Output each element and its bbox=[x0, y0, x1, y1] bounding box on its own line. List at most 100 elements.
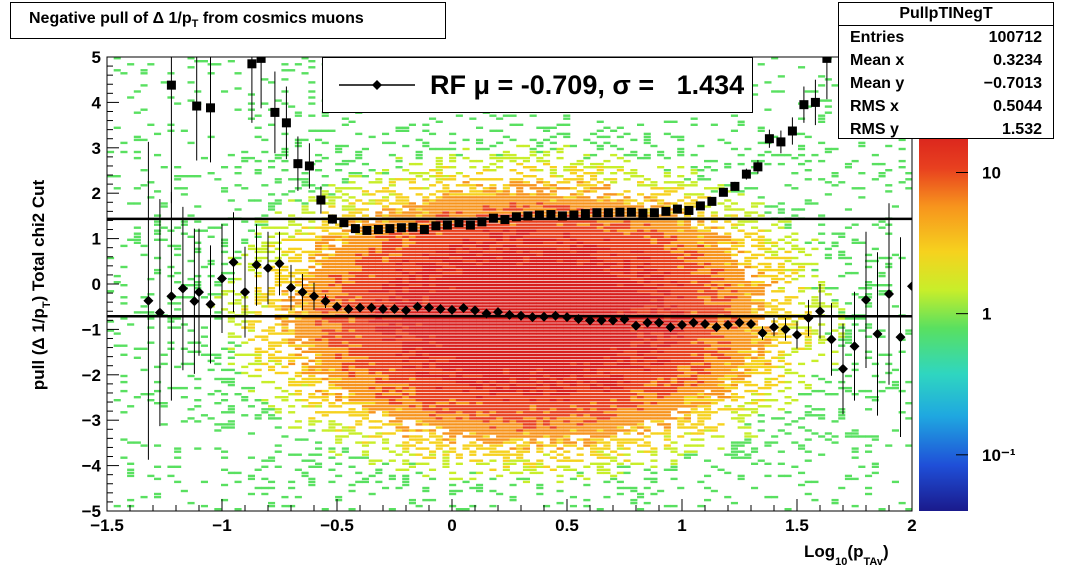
heatmap-cell bbox=[281, 277, 289, 281]
heatmap-cell bbox=[301, 350, 309, 353]
heatmap-cell bbox=[596, 271, 604, 275]
heatmap-cell bbox=[415, 447, 423, 450]
heatmap-cell bbox=[429, 184, 437, 187]
heatmap-cell bbox=[583, 396, 591, 399]
heatmap-cell bbox=[308, 96, 316, 99]
heatmap-cell bbox=[563, 232, 571, 235]
heatmap-cell bbox=[509, 114, 517, 117]
heatmap-cell bbox=[395, 178, 403, 181]
heatmap-cell bbox=[489, 187, 497, 190]
heatmap-cell bbox=[234, 371, 242, 375]
heatmap-cell bbox=[442, 380, 450, 384]
heatmap-cell bbox=[395, 468, 403, 471]
heatmap-cell bbox=[590, 175, 598, 178]
heatmap-cell bbox=[435, 441, 443, 444]
heatmap-cell bbox=[549, 368, 557, 372]
heatmap-cell bbox=[294, 293, 302, 296]
heatmap-cell bbox=[415, 341, 423, 344]
heatmap-cell bbox=[569, 220, 577, 223]
heatmap-cell bbox=[214, 429, 222, 432]
heatmap-cell bbox=[435, 317, 443, 320]
heatmap-cell bbox=[509, 459, 517, 462]
heatmap-cell bbox=[482, 199, 490, 202]
heatmap-cell bbox=[522, 405, 530, 408]
heatmap-cell bbox=[455, 396, 463, 399]
heatmap-cell bbox=[482, 365, 490, 369]
heatmap-cell bbox=[435, 447, 443, 450]
heatmap-cell bbox=[402, 477, 410, 481]
heatmap-cell bbox=[563, 335, 571, 338]
heatmap-cell bbox=[341, 426, 349, 429]
heatmap-cell bbox=[214, 402, 222, 405]
heatmap-cell bbox=[583, 287, 591, 290]
heatmap-cell bbox=[341, 205, 349, 208]
heatmap-cell bbox=[556, 265, 564, 269]
heatmap-cell bbox=[476, 396, 484, 399]
heatmap-cell bbox=[583, 329, 591, 332]
heatmap-cell bbox=[348, 250, 356, 254]
heatmap-cell bbox=[576, 426, 584, 429]
heatmap-cell bbox=[301, 308, 309, 311]
heatmap-cell bbox=[355, 175, 363, 178]
heatmap-cell bbox=[442, 350, 450, 353]
heatmap-cell bbox=[469, 317, 477, 320]
heatmap-cell bbox=[321, 335, 329, 338]
heatmap-cell bbox=[355, 377, 363, 381]
heatmap-cell bbox=[502, 268, 510, 272]
heatmap-cell bbox=[516, 302, 524, 305]
heatmap-cell bbox=[113, 344, 121, 347]
heatmap-cell bbox=[556, 353, 564, 356]
heatmap-cell bbox=[549, 296, 557, 299]
heatmap-cell bbox=[281, 63, 289, 66]
heatmap-cell bbox=[435, 229, 443, 232]
heatmap-cell bbox=[140, 169, 148, 172]
heatmap-cell bbox=[268, 123, 276, 126]
heatmap-cell bbox=[415, 347, 423, 350]
heatmap-cell bbox=[543, 365, 551, 369]
heatmap-cell bbox=[315, 353, 323, 356]
heatmap-cell bbox=[549, 196, 557, 199]
heatmap-cell bbox=[549, 305, 557, 308]
heatmap-cell bbox=[522, 144, 530, 148]
heatmap-cell bbox=[516, 396, 524, 399]
heatmap-cell bbox=[462, 262, 470, 266]
heatmap-cell bbox=[469, 326, 477, 329]
heatmap-cell bbox=[382, 359, 390, 363]
heatmap-cell bbox=[274, 332, 282, 335]
heatmap-cell bbox=[194, 377, 202, 381]
heatmap-cell bbox=[603, 302, 611, 305]
heatmap-cell bbox=[375, 320, 383, 323]
heatmap-cell bbox=[576, 311, 584, 314]
heatmap-cell bbox=[308, 377, 316, 381]
heatmap-cell bbox=[590, 453, 598, 456]
heatmap-cell bbox=[368, 271, 376, 275]
heatmap-cell bbox=[395, 305, 403, 308]
heatmap-cell bbox=[355, 396, 363, 399]
heatmap-cell bbox=[348, 271, 356, 275]
heatmap-cell bbox=[496, 199, 504, 202]
heatmap-cell bbox=[395, 411, 403, 414]
heatmap-cell bbox=[583, 196, 591, 199]
heatmap-cell bbox=[563, 287, 571, 290]
heatmap-cell bbox=[590, 335, 598, 338]
heatmap-cell bbox=[496, 359, 504, 363]
heatmap-cell bbox=[603, 247, 611, 251]
heatmap-cell bbox=[408, 453, 416, 456]
heatmap-cell bbox=[308, 220, 316, 223]
heatmap-cell bbox=[516, 308, 524, 311]
heatmap-cell bbox=[536, 268, 544, 272]
heatmap-cell bbox=[469, 393, 477, 396]
heatmap-cell bbox=[603, 317, 611, 320]
heatmap-cell bbox=[395, 284, 403, 287]
heatmap-cell bbox=[455, 281, 463, 284]
heatmap-cell bbox=[429, 359, 437, 363]
heatmap-cell bbox=[294, 332, 302, 335]
heatmap-cell bbox=[361, 383, 369, 387]
heatmap-cell bbox=[489, 178, 497, 181]
heatmap-cell bbox=[308, 453, 316, 456]
heatmap-cell bbox=[576, 308, 584, 311]
heatmap-cell bbox=[402, 244, 410, 248]
heatmap-cell bbox=[375, 365, 383, 369]
heatmap-cell bbox=[174, 102, 182, 105]
heatmap-cell bbox=[590, 202, 598, 205]
